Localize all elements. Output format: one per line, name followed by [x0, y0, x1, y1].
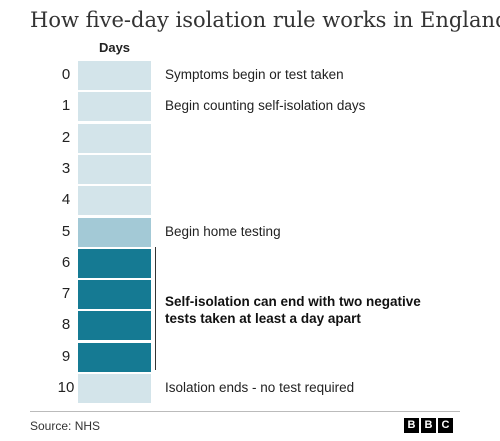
days-column-header: Days	[98, 40, 131, 55]
chart-title: How five-day isolation rule works in Eng…	[30, 8, 500, 32]
day-number: 7	[61, 285, 71, 303]
day-box-pre	[78, 374, 151, 403]
bbc-logo: B B C	[404, 418, 453, 433]
day-box-pre	[78, 123, 151, 153]
day-label: Begin counting self-isolation days	[165, 98, 366, 114]
day-label: Begin home testing	[165, 223, 281, 239]
day-box-isolation	[78, 311, 151, 341]
day-number: 9	[61, 347, 71, 365]
day-label: Symptoms begin or test taken	[165, 67, 344, 82]
day-box-isolation	[78, 248, 151, 278]
day-number: 2	[61, 128, 71, 146]
bbc-logo-letter: B	[421, 418, 436, 433]
day-number: 8	[61, 316, 71, 334]
day-box-pre	[78, 154, 151, 184]
day-number: 0	[61, 66, 71, 83]
day-number: 4	[61, 191, 71, 209]
day-box-isolation	[78, 342, 151, 372]
day-label: Isolation ends - no test required	[165, 380, 355, 395]
day-number: 3	[61, 159, 71, 177]
day-box-pre	[78, 92, 151, 122]
footer-divider	[30, 411, 460, 412]
day-number: 10	[57, 379, 75, 396]
isolation-bracket	[155, 247, 156, 370]
source-note: Source: NHS	[30, 419, 101, 433]
day-number: 1	[61, 97, 71, 115]
day-box-pre	[78, 186, 151, 216]
isolation-bracket-label: Self-isolation can end with two negative…	[165, 294, 421, 326]
day-box-testing	[78, 217, 151, 247]
bbc-logo-letter: B	[404, 418, 419, 433]
bbc-logo-letter: C	[438, 418, 453, 433]
day-box-pre	[78, 61, 151, 90]
day-box-isolation	[78, 280, 151, 310]
day-number: 5	[61, 222, 71, 240]
day-number: 6	[61, 253, 71, 271]
